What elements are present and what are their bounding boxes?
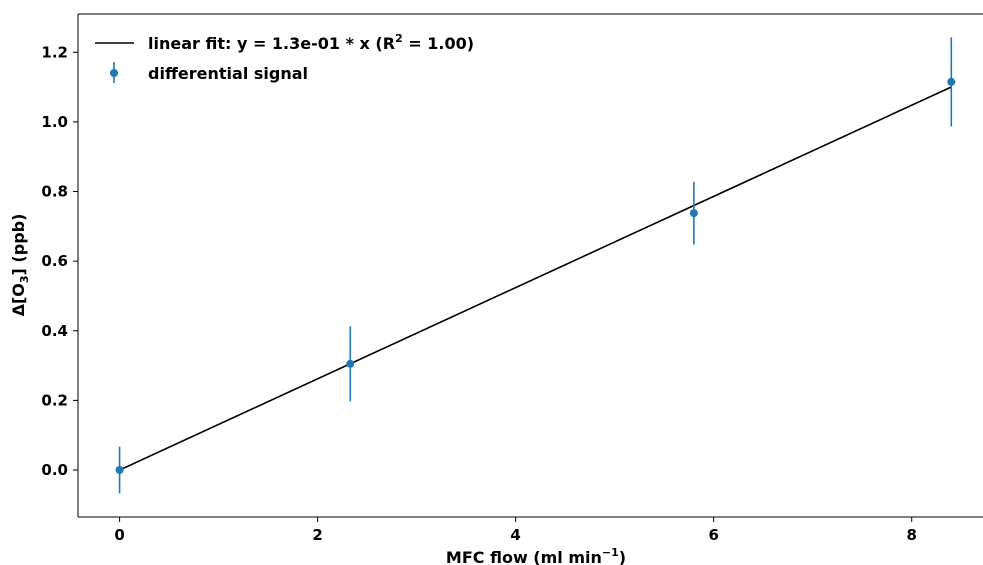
legend: linear fit: y = 1.3e-01 * x (R2 = 1.00) … [95, 32, 474, 83]
x-tick-label: 6 [708, 526, 718, 544]
plot-area [115, 37, 956, 494]
x-tick-label: 8 [906, 526, 916, 544]
x-tick-label: 2 [312, 526, 322, 544]
y-tick-label: 0.2 [41, 391, 68, 409]
y-tick-label: 1.2 [41, 43, 68, 61]
x-tick-label: 4 [510, 526, 520, 544]
data-point [346, 359, 355, 368]
data-point [689, 209, 698, 218]
y-axis-label: Δ[O3] (ppb) [9, 214, 31, 317]
y-tick-label: 0.0 [41, 461, 68, 479]
y-tick-label: 0.8 [41, 183, 68, 201]
x-tick-label: 0 [114, 526, 124, 544]
y-tick-label: 1.0 [41, 113, 68, 131]
legend-points-label: differential signal [148, 64, 308, 83]
y-axis-ticks: 0.0 0.2 0.4 0.6 0.8 1.0 1.2 [41, 43, 78, 479]
x-axis-ticks: 0 2 4 6 8 [114, 517, 917, 544]
legend-fit-label: linear fit: y = 1.3e-01 * x (R2 = 1.00) [148, 32, 474, 53]
y-tick-label: 0.6 [41, 252, 68, 270]
x-axis-label: MFC flow (ml min−1) [446, 546, 626, 565]
legend-marker-swatch [110, 69, 118, 77]
data-point [947, 77, 956, 86]
data-point [115, 466, 124, 475]
y-tick-label: 0.4 [41, 322, 68, 340]
plot-frame [77, 13, 983, 518]
fit-line [119, 86, 952, 471]
